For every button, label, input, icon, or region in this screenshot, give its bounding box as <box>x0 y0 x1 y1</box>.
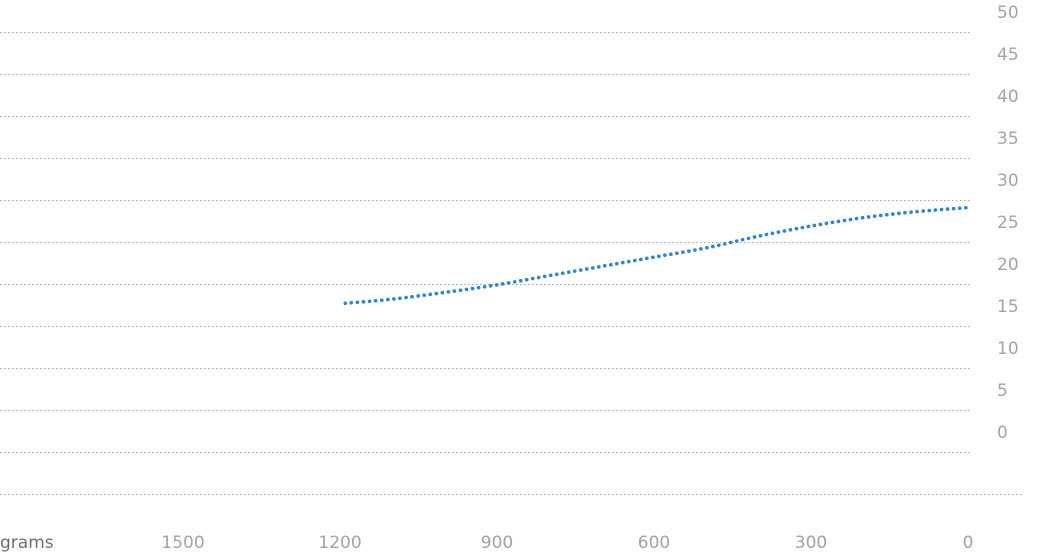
y-tick-label: 15 <box>997 297 1019 317</box>
y-tick-label: 30 <box>997 171 1019 191</box>
gridlines <box>0 32 1022 495</box>
series-group <box>343 205 970 306</box>
x-tick-label: 300 <box>795 533 827 553</box>
y-tick-label: 0 <box>997 423 1008 443</box>
y-tick-label: 10 <box>997 339 1019 359</box>
x-tick-label: 600 <box>638 533 670 553</box>
x-tick-label: 1500 <box>161 533 204 553</box>
x-axis-ticks: 1500 1200 900 600 300 0 <box>161 533 973 553</box>
series-line <box>343 205 970 306</box>
x-tick-label: 900 <box>481 533 513 553</box>
y-tick-label: 25 <box>997 213 1019 233</box>
y-tick-label: 5 <box>997 381 1008 401</box>
y-tick-label: 45 <box>997 45 1019 65</box>
y-tick-label: 20 <box>997 255 1019 275</box>
x-tick-label: 0 <box>963 533 974 553</box>
x-tick-label: 1200 <box>318 533 361 553</box>
x-axis-label: grams <box>0 533 54 553</box>
y-tick-label: 50 <box>997 3 1019 23</box>
y-tick-label: 40 <box>997 87 1019 107</box>
y-tick-label: 35 <box>997 129 1019 149</box>
